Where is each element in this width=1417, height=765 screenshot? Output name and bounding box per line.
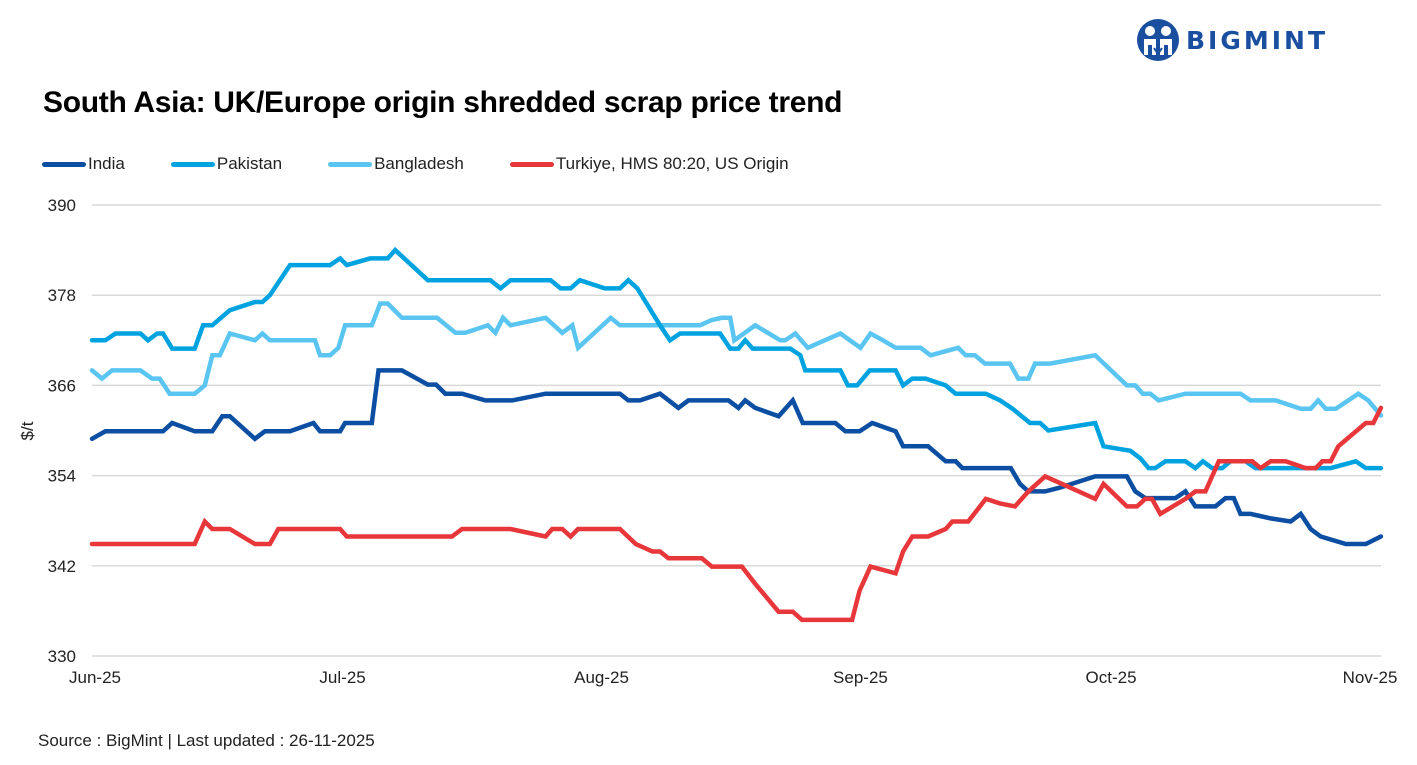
x-axis-ticks: Jun-25 Jul-25 Aug-25 Sep-25 Oct-25 Nov-25: [69, 668, 1397, 687]
legend-item-india[interactable]: India: [42, 154, 125, 174]
legend-label: Bangladesh: [374, 154, 464, 173]
y-tick-label: 330: [48, 647, 76, 666]
y-tick-label: 390: [48, 196, 76, 215]
brand-logo: BIGMINT: [1136, 18, 1328, 62]
legend-swatch: [42, 161, 86, 167]
legend-label: Pakistan: [216, 154, 283, 173]
x-tick-label: Oct-25: [1086, 668, 1137, 687]
y-tick-label: 354: [48, 467, 76, 486]
legend-item-bangladesh[interactable]: Bangladesh: [328, 154, 464, 174]
x-tick-label: Jul-25: [319, 668, 365, 687]
legend-swatch: [170, 161, 215, 167]
x-tick-label: Sep-25: [833, 668, 888, 687]
brand-name: BIGMINT: [1186, 25, 1329, 55]
source-note: Source : BigMint | Last updated : 26-11-…: [38, 731, 375, 750]
x-tick-label: Aug-25: [574, 668, 629, 687]
series-line-turkiye: [89, 405, 1384, 623]
series-line-pakistan: [89, 246, 1384, 471]
legend-item-pakistan[interactable]: Pakistan: [170, 154, 283, 174]
legend-label: Turkiye, HMS 80:20, US Origin: [555, 154, 789, 173]
bigmint-people-logo-icon: [1137, 19, 1179, 61]
x-tick-label: Nov-25: [1343, 668, 1398, 687]
legend-item-turkiye[interactable]: Turkiye, HMS 80:20, US Origin: [509, 154, 789, 174]
series-line-bangladesh: [89, 301, 1384, 418]
y-tick-label: 378: [48, 286, 76, 305]
x-tick-label: Jun-25: [69, 668, 121, 687]
legend-swatch: [328, 161, 373, 167]
y-axis-label: $/t: [18, 421, 37, 440]
series-line-india: [89, 368, 1384, 547]
y-tick-label: 342: [48, 557, 76, 576]
chart-title: South Asia: UK/Europe origin shredded sc…: [43, 86, 843, 119]
series-lines: [89, 246, 1384, 623]
legend-label: India: [88, 154, 125, 173]
chart-legend: India Pakistan Bangladesh Turkiye, HMS 8…: [42, 154, 835, 174]
y-axis-ticks: 330 342 354 366 378 390: [48, 196, 76, 666]
y-tick-label: 366: [48, 376, 76, 395]
legend-swatch: [509, 161, 554, 167]
